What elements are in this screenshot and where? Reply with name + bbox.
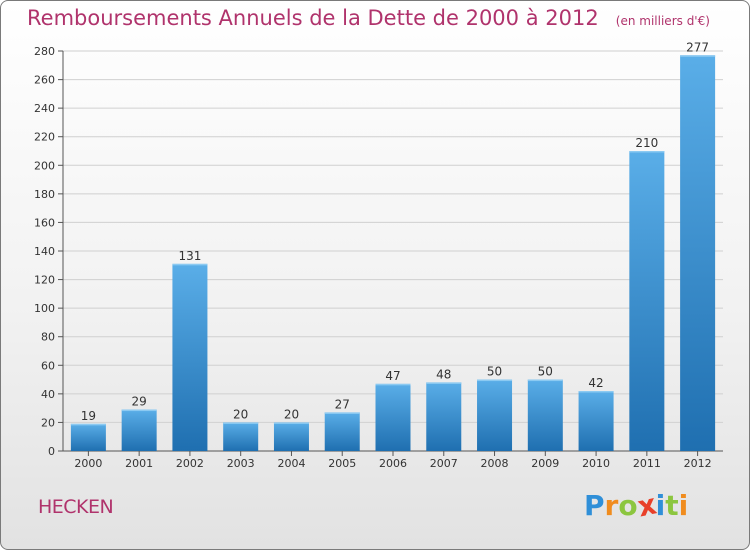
bar-value-label: 50 <box>538 365 553 379</box>
bar-top-highlight <box>578 391 614 393</box>
bar <box>629 151 665 451</box>
bar-top-highlight <box>172 263 208 266</box>
bar <box>324 412 360 451</box>
bar <box>273 422 309 451</box>
x-tick-label: 2009 <box>531 457 559 470</box>
logo-letter: i <box>655 489 666 522</box>
y-tick-label: 240 <box>34 102 55 115</box>
y-tick-label: 120 <box>34 274 55 287</box>
bar-top-highlight <box>680 55 716 57</box>
x-tick-label: 2001 <box>125 457 153 470</box>
x-tick-label: 2000 <box>74 457 102 470</box>
x-tick-label: 2008 <box>481 457 509 470</box>
logo-letter: P <box>584 489 605 522</box>
y-tick-label: 280 <box>34 45 55 58</box>
bar-value-label: 50 <box>487 365 502 379</box>
bar <box>477 379 513 451</box>
bar-top-highlight <box>223 422 259 424</box>
bar <box>375 383 411 451</box>
y-tick-label: 260 <box>34 74 55 87</box>
x-tick-label: 2006 <box>379 457 407 470</box>
x-tick-label: 2002 <box>176 457 204 470</box>
bar <box>70 423 106 451</box>
bar-value-label: 277 <box>686 40 709 54</box>
y-tick-label: 40 <box>41 388 55 401</box>
bar-value-label: 20 <box>284 407 299 421</box>
x-tick-label: 2005 <box>328 457 356 470</box>
bar-top-highlight <box>527 379 563 382</box>
bar-top-highlight <box>273 422 309 424</box>
bar <box>426 382 462 451</box>
y-tick-label: 100 <box>34 302 55 315</box>
bar-top-highlight <box>629 151 665 153</box>
bar-top-highlight <box>477 379 513 382</box>
bar-top-highlight <box>70 423 106 426</box>
chart-subtitle: (en milliers d'€) <box>615 14 710 28</box>
bar-value-label: 20 <box>233 407 248 421</box>
bar <box>578 391 614 451</box>
bar-value-label: 27 <box>335 397 350 411</box>
x-tick-label: 2011 <box>633 457 661 470</box>
bar-top-highlight <box>324 412 360 414</box>
x-tick-label: 2004 <box>277 457 305 470</box>
bar-value-label: 47 <box>385 369 400 383</box>
logo-letter: t <box>665 489 679 522</box>
bar-value-label: 131 <box>178 249 201 263</box>
bar-top-highlight <box>426 382 462 384</box>
x-tick-label: 2010 <box>582 457 610 470</box>
bar <box>172 263 208 451</box>
y-tick-label: 20 <box>41 416 55 429</box>
logo-letter: o <box>618 489 638 522</box>
y-tick-label: 80 <box>41 331 55 344</box>
y-tick-label: 160 <box>34 216 55 229</box>
x-tick-label: 2003 <box>227 457 255 470</box>
bar-value-label: 19 <box>81 409 96 423</box>
bar <box>223 422 259 451</box>
chart-title-block: Remboursements Annuels de la Dette de 20… <box>27 6 710 30</box>
bar <box>680 55 716 452</box>
y-tick-label: 220 <box>34 131 55 144</box>
logo-letter: r <box>604 489 619 522</box>
bar <box>121 409 157 451</box>
proxiti-logo: Proxiti <box>584 487 689 523</box>
bar-top-highlight <box>121 409 157 412</box>
logo-letter: i <box>678 489 689 522</box>
y-tick-label: 180 <box>34 188 55 201</box>
y-tick-label: 140 <box>34 245 55 258</box>
commune-name: HECKEN <box>38 496 114 518</box>
chart-title: Remboursements Annuels de la Dette de 20… <box>27 6 599 30</box>
bar <box>527 379 563 451</box>
bar-value-label: 48 <box>436 367 451 381</box>
bar-value-label: 42 <box>588 376 603 390</box>
y-tick-label: 60 <box>41 359 55 372</box>
bar-value-label: 210 <box>635 136 658 150</box>
bar-value-label: 29 <box>132 395 147 409</box>
x-tick-label: 2007 <box>430 457 458 470</box>
y-tick-label: 200 <box>34 159 55 172</box>
x-tick-label: 2012 <box>684 457 712 470</box>
y-tick-label: 0 <box>48 445 55 458</box>
bar-top-highlight <box>375 383 411 386</box>
